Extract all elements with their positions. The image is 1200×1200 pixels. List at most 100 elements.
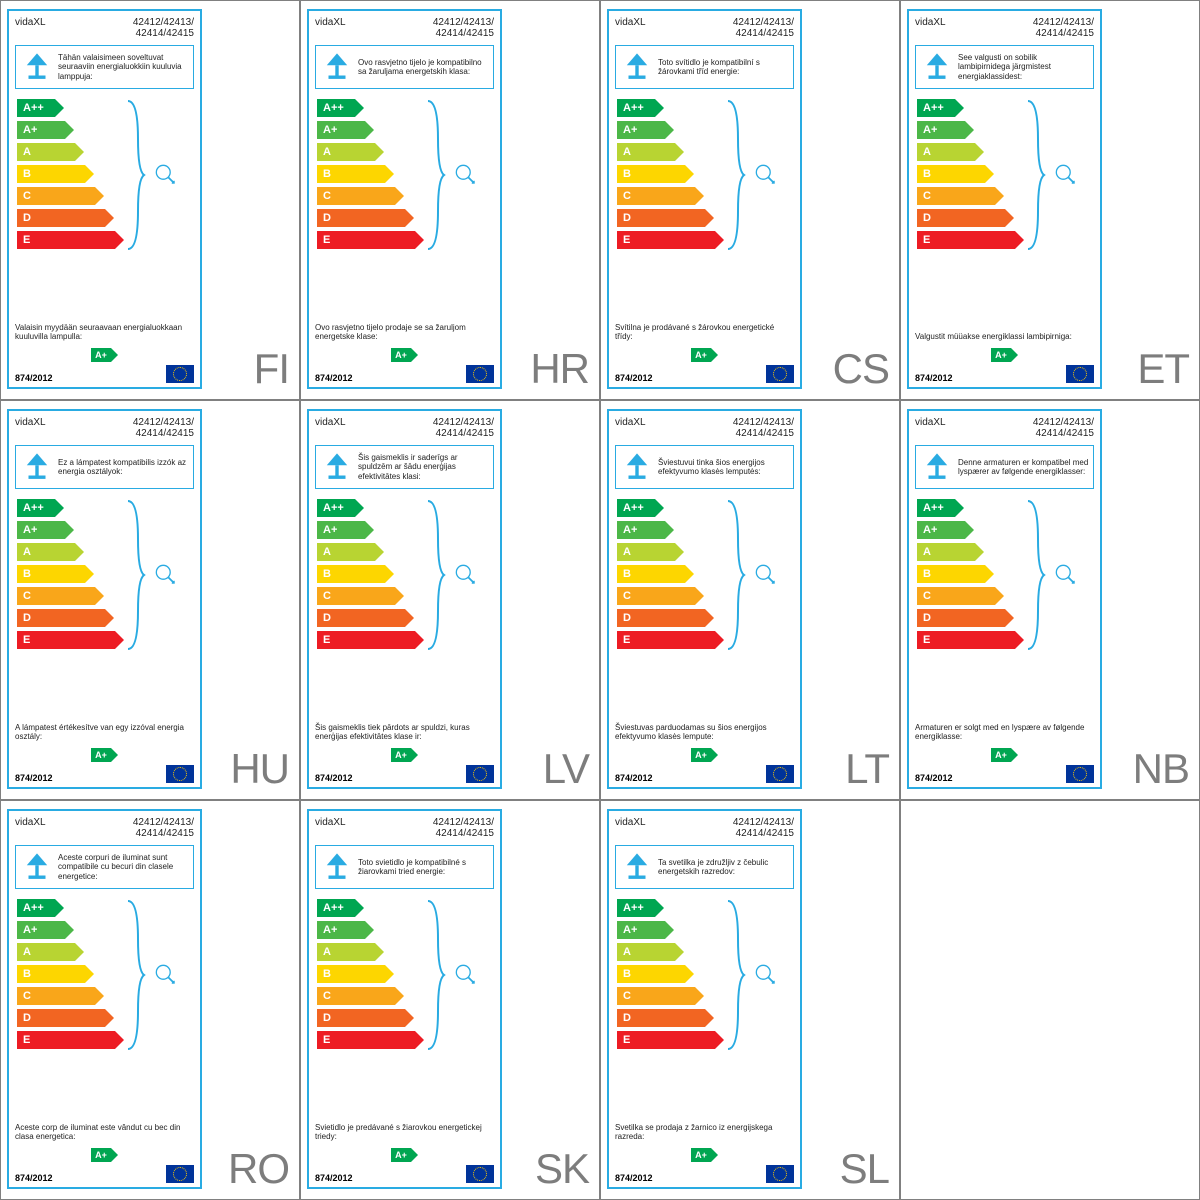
energy-arrow-A++: A++	[617, 99, 664, 117]
bracket	[724, 99, 746, 251]
energy-arrow-A+: A+	[17, 121, 74, 139]
bulb-icon	[152, 161, 178, 187]
energy-arrow-E: E	[17, 231, 124, 249]
language-code: LV	[543, 745, 589, 793]
energy-arrow-D: D	[617, 1009, 714, 1027]
energy-arrow-E: E	[317, 631, 424, 649]
energy-arrow-C: C	[17, 587, 104, 605]
lamp-icon	[20, 850, 54, 884]
energy-arrow-D: D	[17, 1009, 114, 1027]
language-code: FI	[254, 345, 289, 393]
lamp-icon	[620, 450, 654, 484]
language-code: LT	[845, 745, 889, 793]
sold-text: Šviestuvas parduodamas su šios energijos…	[615, 723, 794, 741]
energy-arrow-C: C	[17, 187, 104, 205]
footer: 874/2012	[915, 765, 1094, 783]
energy-scale: A++ A+ A B C D E	[15, 899, 194, 1054]
grid-cell: vidaXL 42412/42413/42414/42415 Ta svetil…	[600, 800, 900, 1200]
bracket	[424, 499, 446, 651]
energy-arrow-A++: A++	[317, 99, 364, 117]
energy-arrow-A: A	[617, 143, 684, 161]
brand-name: vidaXL	[315, 417, 346, 439]
header-row: vidaXL 42412/42413/42414/42415	[615, 17, 794, 39]
model-number: 42412/42413/42414/42415	[1033, 417, 1094, 439]
energy-arrow-B: B	[917, 165, 994, 183]
energy-arrow-E: E	[617, 231, 724, 249]
energy-arrow-E: E	[17, 631, 124, 649]
compatibility-box: Toto svietidlo je kompatibilné s žiarovk…	[315, 845, 494, 889]
lamp-icon	[20, 450, 54, 484]
compatibility-text: Toto svietidlo je kompatibilné s žiarovk…	[358, 858, 489, 876]
brand-name: vidaXL	[915, 417, 946, 439]
sold-class-badge: A+	[15, 345, 194, 363]
eu-flag-icon	[766, 1165, 794, 1183]
sold-text: Svetilka se prodaja z žarnico iz energij…	[615, 1123, 794, 1141]
energy-arrow-B: B	[617, 165, 694, 183]
energy-arrow-A+: A+	[617, 121, 674, 139]
bracket	[124, 499, 146, 651]
eu-flag-icon	[166, 365, 194, 383]
sold-text: Svietidlo je predávané s žiarovkou energ…	[315, 1123, 494, 1141]
bracket	[724, 899, 746, 1051]
bulb-icon	[752, 961, 778, 987]
bracket	[724, 499, 746, 651]
bracket	[1024, 99, 1046, 251]
energy-arrow-D: D	[317, 1009, 414, 1027]
bulb-icon	[152, 561, 178, 587]
compatibility-text: Ta svetilka je združljiv z čebulic energ…	[658, 858, 789, 876]
energy-scale: A++ A+ A B C D E	[315, 99, 494, 254]
sold-text: Valgustit müüakse energiklassi lambipirn…	[915, 332, 1094, 341]
energy-arrow-D: D	[317, 209, 414, 227]
energy-arrow-A++: A++	[917, 99, 964, 117]
eu-flag-icon	[1066, 765, 1094, 783]
energy-scale: A++ A+ A B C D E	[615, 99, 794, 254]
language-code: HR	[530, 345, 589, 393]
energy-arrow-A++: A++	[317, 499, 364, 517]
lamp-icon	[620, 850, 654, 884]
bulb-icon	[452, 161, 478, 187]
bracket	[424, 899, 446, 1051]
energy-label-card: vidaXL 42412/42413/42414/42415 Ez a lámp…	[7, 409, 202, 789]
energy-arrow-A++: A++	[17, 899, 64, 917]
compatibility-text: Ez a lámpatest kompatibilis izzók az ene…	[58, 458, 189, 476]
energy-arrow-C: C	[317, 987, 404, 1005]
energy-scale: A++ A+ A B C D E	[915, 499, 1094, 654]
sold-class-badge: A+	[615, 745, 794, 763]
energy-scale: A++ A+ A B C D E	[315, 499, 494, 654]
regulation-number: 874/2012	[315, 773, 353, 783]
sold-section: Šviestuvas parduodamas su šios energijos…	[615, 723, 794, 763]
sold-section: Ovo rasvjetno tijelo prodaje se sa žarul…	[315, 323, 494, 363]
sold-text: Svítilna je prodávané s žárovkou energet…	[615, 323, 794, 341]
energy-arrow-A+: A+	[317, 521, 374, 539]
energy-arrow-C: C	[617, 987, 704, 1005]
energy-label-card: vidaXL 42412/42413/42414/42415 Aceste co…	[7, 809, 202, 1189]
compatibility-box: Ta svetilka je združljiv z čebulic energ…	[615, 845, 794, 889]
label-grid: vidaXL 42412/42413/42414/42415 Tähän val…	[0, 0, 1200, 1200]
energy-arrow-A+: A+	[917, 521, 974, 539]
sold-section: Šis gaismeklis tiek pārdots ar spuldzi, …	[315, 723, 494, 763]
energy-arrow-B: B	[317, 565, 394, 583]
energy-arrow-B: B	[17, 565, 94, 583]
energy-arrow-A: A	[917, 543, 984, 561]
eu-flag-icon	[1066, 365, 1094, 383]
energy-arrow-B: B	[617, 965, 694, 983]
header-row: vidaXL 42412/42413/42414/42415	[15, 817, 194, 839]
eu-flag-icon	[466, 1165, 494, 1183]
grid-cell	[900, 800, 1200, 1200]
sold-class-badge: A+	[315, 345, 494, 363]
grid-cell: vidaXL 42412/42413/42414/42415 Tähän val…	[0, 0, 300, 400]
energy-arrow-B: B	[617, 565, 694, 583]
regulation-number: 874/2012	[615, 1173, 653, 1183]
language-code: ET	[1137, 345, 1189, 393]
regulation-number: 874/2012	[15, 373, 53, 383]
brand-name: vidaXL	[915, 17, 946, 39]
compatibility-text: Denne armaturen er kompatibel med lyspær…	[958, 458, 1089, 476]
energy-arrow-A++: A++	[617, 899, 664, 917]
energy-arrow-A: A	[617, 943, 684, 961]
model-number: 42412/42413/42414/42415	[733, 17, 794, 39]
compatibility-text: Ovo rasvjetno tijelo je kompatibilno sa …	[358, 58, 489, 76]
eu-flag-icon	[166, 1165, 194, 1183]
model-number: 42412/42413/42414/42415	[433, 17, 494, 39]
energy-label-card: vidaXL 42412/42413/42414/42415 Ta svetil…	[607, 809, 802, 1189]
brand-name: vidaXL	[15, 817, 46, 839]
